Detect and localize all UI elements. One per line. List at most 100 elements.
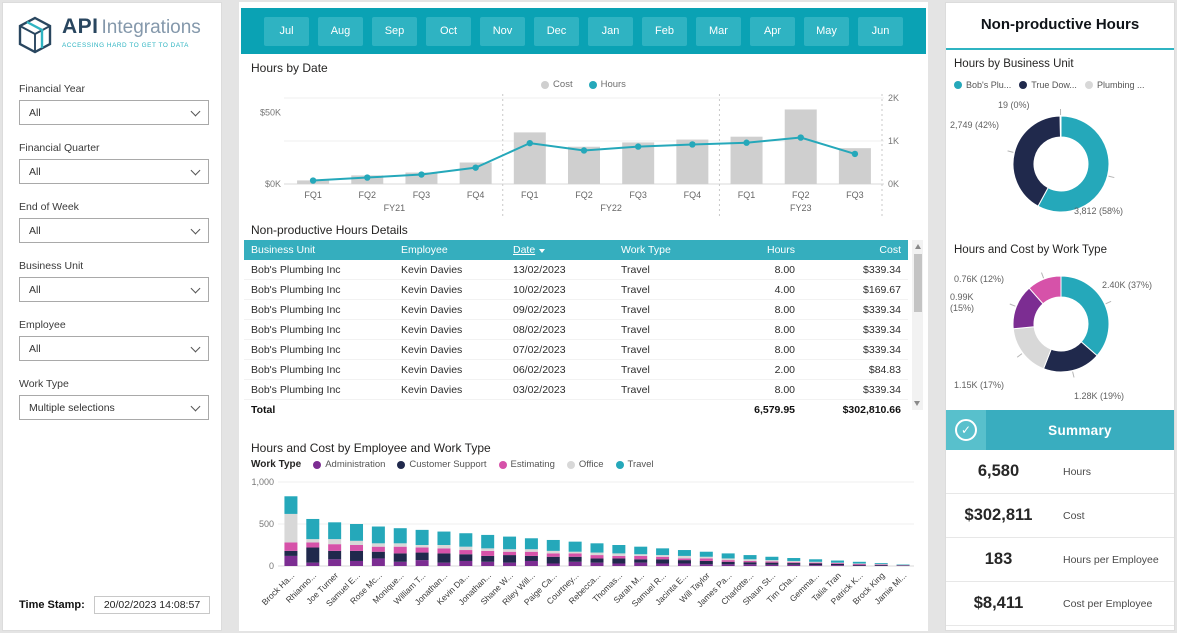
- stack-segment-administration[interactable]: [503, 562, 517, 566]
- stack-segment-office[interactable]: [328, 539, 342, 545]
- stack-segment-office[interactable]: [415, 545, 429, 548]
- stack-segment-estimating[interactable]: [503, 551, 517, 556]
- stack-segment-office[interactable]: [634, 554, 648, 556]
- stack-segment-administration[interactable]: [371, 558, 385, 566]
- column-header-work-type[interactable]: Work Type: [614, 240, 718, 260]
- donut-slice-bob-s-plumbing[interactable]: [1037, 115, 1110, 213]
- hours-point[interactable]: [526, 139, 534, 147]
- stack-segment-administration[interactable]: [656, 563, 670, 566]
- stack-segment-customer-support[interactable]: [371, 551, 385, 559]
- column-header-cost[interactable]: Cost: [802, 240, 908, 260]
- stack-segment-office[interactable]: [524, 549, 538, 552]
- legend-item-plumbing[interactable]: Plumbing ...: [1084, 80, 1144, 90]
- stack-segment-customer-support[interactable]: [765, 562, 779, 565]
- stack-segment-travel[interactable]: [393, 528, 407, 544]
- stack-segment-customer-support[interactable]: [677, 560, 691, 564]
- donut2-chart[interactable]: [946, 260, 1174, 406]
- stack-segment-administration[interactable]: [699, 564, 713, 566]
- month-button-apr[interactable]: Apr: [750, 16, 795, 46]
- stack-segment-customer-support[interactable]: [350, 550, 364, 561]
- stack-segment-customer-support[interactable]: [590, 558, 604, 563]
- stack-segment-travel[interactable]: [546, 539, 560, 551]
- table-row[interactable]: Bob's Plumbing Inc Kevin Davies 07/02/2023…: [244, 339, 908, 360]
- stack-segment-estimating[interactable]: [350, 545, 364, 551]
- stack-segment-estimating[interactable]: [590, 555, 604, 559]
- stack-segment-office[interactable]: [546, 550, 560, 554]
- stack-segment-customer-support[interactable]: [503, 555, 517, 563]
- hours-point[interactable]: [418, 171, 425, 178]
- column-header-employee[interactable]: Employee: [394, 240, 506, 260]
- hours-point[interactable]: [309, 177, 317, 184]
- stack-segment-estimating[interactable]: [415, 547, 429, 553]
- stack-segment-travel[interactable]: [677, 550, 691, 556]
- donut-slice-true-down-under[interactable]: [1012, 115, 1062, 207]
- legend-item-administration[interactable]: Administration: [313, 459, 385, 470]
- hours-by-date-chart[interactable]: $0K $50K 0K 1K 2K FQ1 FQ2 FQ3 FQ4 FQ1 FQ2 FQ3 FQ4 FQ1…: [244, 92, 922, 222]
- stack-segment-customer-support[interactable]: [787, 563, 801, 565]
- stack-segment-travel[interactable]: [721, 553, 735, 559]
- stack-segment-administration[interactable]: [787, 564, 801, 566]
- legend-item-office[interactable]: Office: [566, 459, 604, 470]
- donut-slice-office[interactable]: [1012, 326, 1052, 370]
- stack-segment-estimating[interactable]: [830, 563, 844, 564]
- filter-select-employee[interactable]: All: [19, 336, 209, 361]
- stack-segment-administration[interactable]: [743, 564, 757, 566]
- stack-segment-estimating[interactable]: [743, 560, 757, 563]
- stack-segment-customer-support[interactable]: [328, 550, 342, 560]
- stack-segment-administration[interactable]: [765, 564, 779, 566]
- stack-segment-office[interactable]: [677, 555, 691, 559]
- stack-segment-estimating[interactable]: [721, 560, 735, 562]
- stack-segment-administration[interactable]: [546, 563, 560, 566]
- stack-segment-office[interactable]: [809, 561, 823, 563]
- month-button-jun[interactable]: Jun: [858, 16, 903, 46]
- stack-segment-office[interactable]: [481, 548, 495, 551]
- legend-item-cost[interactable]: Cost: [541, 79, 573, 90]
- stack-segment-estimating[interactable]: [699, 558, 713, 561]
- legend-item-bob-s-plu[interactable]: Bob's Plu...: [954, 80, 1011, 90]
- donut1-chart[interactable]: [946, 94, 1174, 228]
- stack-segment-travel[interactable]: [765, 556, 779, 561]
- stack-segment-administration[interactable]: [459, 560, 473, 566]
- column-header-hours[interactable]: Hours: [718, 240, 802, 260]
- scrollbar-thumb[interactable]: [913, 254, 922, 312]
- stack-segment-estimating[interactable]: [393, 546, 407, 554]
- stack-segment-customer-support[interactable]: [656, 559, 670, 564]
- stack-segment-travel[interactable]: [809, 559, 823, 562]
- donut-slice-plumbing[interactable]: [1059, 115, 1062, 138]
- stack-segment-estimating[interactable]: [481, 550, 495, 556]
- stack-segment-travel[interactable]: [874, 563, 888, 564]
- stack-segment-estimating[interactable]: [787, 562, 801, 564]
- table-scrollbar[interactable]: [912, 240, 923, 410]
- table-row[interactable]: Bob's Plumbing Inc Kevin Davies 06/02/2023…: [244, 359, 908, 380]
- stack-segment-estimating[interactable]: [306, 542, 320, 548]
- filter-select-business-unit[interactable]: All: [19, 277, 209, 302]
- stack-segment-administration[interactable]: [284, 555, 298, 566]
- stack-segment-customer-support[interactable]: [809, 563, 823, 566]
- stack-segment-administration[interactable]: [393, 561, 407, 566]
- stack-segment-travel[interactable]: [590, 543, 604, 553]
- stack-segment-estimating[interactable]: [634, 555, 648, 560]
- stack-segment-administration[interactable]: [415, 560, 429, 566]
- date-sort-label[interactable]: Date: [513, 244, 536, 256]
- stack-segment-travel[interactable]: [503, 536, 517, 550]
- month-button-sep[interactable]: Sep: [372, 16, 417, 46]
- column-header-business-unit[interactable]: Business Unit: [244, 240, 394, 260]
- legend-item-travel[interactable]: Travel: [615, 459, 654, 470]
- month-button-jul[interactable]: Jul: [264, 16, 309, 46]
- stack-segment-travel[interactable]: [481, 534, 495, 549]
- stack-segment-office[interactable]: [503, 549, 517, 552]
- stack-segment-customer-support[interactable]: [743, 562, 757, 565]
- stack-segment-estimating[interactable]: [437, 548, 451, 554]
- stack-segment-office[interactable]: [350, 540, 364, 545]
- stack-segment-administration[interactable]: [590, 562, 604, 566]
- month-button-oct[interactable]: Oct: [426, 16, 471, 46]
- stack-segment-administration[interactable]: [437, 562, 451, 566]
- scroll-up-icon[interactable]: [914, 244, 921, 249]
- stack-segment-travel[interactable]: [743, 555, 757, 560]
- hours-point[interactable]: [634, 143, 642, 150]
- month-button-nov[interactable]: Nov: [480, 16, 525, 46]
- stack-segment-customer-support[interactable]: [852, 564, 866, 566]
- legend-item-hours[interactable]: Hours: [588, 79, 626, 90]
- stack-segment-travel[interactable]: [306, 518, 320, 540]
- stack-segment-travel[interactable]: [852, 561, 866, 564]
